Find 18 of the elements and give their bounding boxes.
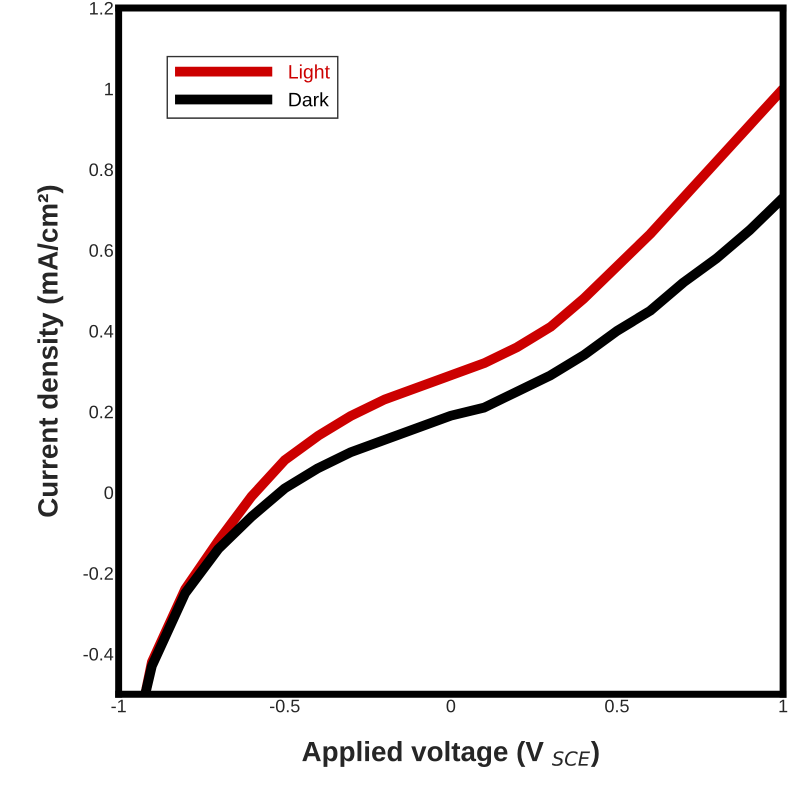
y-tick-label: 1.2	[90, 2, 113, 15]
x-tick-label: 0	[446, 700, 456, 712]
x-tick-label: 1	[779, 700, 788, 712]
y-tick-label: -0.2	[83, 567, 113, 580]
y-tick-label: 0.2	[89, 406, 113, 418]
y-axis-title: Current density (mA/cm²)	[37, 186, 64, 517]
y-tick-label: -0.4	[83, 648, 114, 661]
y-tick-label: 0.4	[89, 324, 114, 338]
y-tick-label: 0.6	[89, 244, 113, 257]
y-tick-label: 0	[104, 486, 114, 500]
legend-label: Light	[289, 64, 330, 82]
legend-label: Dark	[289, 92, 329, 106]
x-tick-label: -1	[111, 700, 126, 712]
x-tick-label: -0.5	[270, 700, 300, 712]
y-tick-label: 0.8	[89, 163, 114, 176]
x-axis-title: Applied voltage (V $_{SCE}$)	[302, 740, 599, 767]
x-tick-label: 0.5	[605, 700, 629, 712]
y-tick-label: 1	[105, 82, 113, 96]
